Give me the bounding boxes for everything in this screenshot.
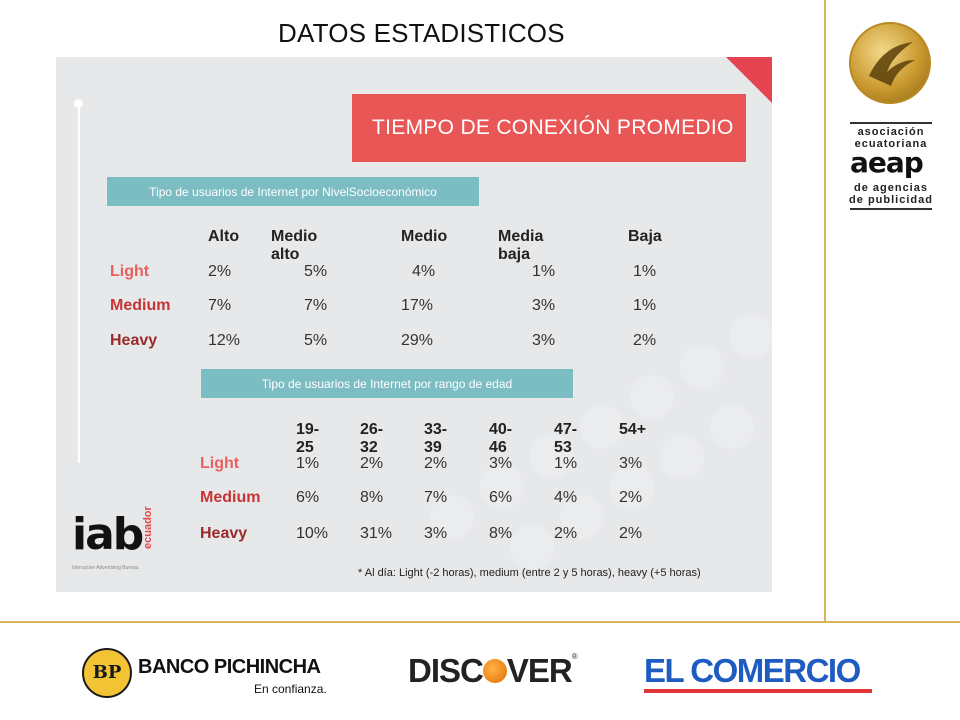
discover-text-start: DISC bbox=[408, 652, 484, 689]
cell: 29% bbox=[401, 332, 434, 349]
col-header: 40-46 bbox=[489, 421, 513, 456]
col-header: 54+ bbox=[619, 421, 647, 438]
cell: 7% bbox=[208, 297, 232, 314]
cell: 5% bbox=[304, 263, 328, 280]
aeap-mark: aeap bbox=[850, 146, 924, 179]
slide-title: DATOS ESTADISTICOS bbox=[278, 18, 565, 48]
gold-horizontal-divider bbox=[0, 621, 960, 623]
cell: 3% bbox=[532, 332, 556, 349]
col-header: Medio bbox=[401, 228, 448, 245]
cell: 10% bbox=[296, 525, 329, 542]
col-header: Medio alto bbox=[271, 228, 318, 263]
col-header: 47-53 bbox=[554, 421, 578, 456]
cell: 4% bbox=[412, 263, 436, 280]
col-header: Alto bbox=[208, 228, 240, 245]
discover-text-end: VER bbox=[506, 652, 573, 689]
cell: 2% bbox=[208, 263, 232, 280]
discover-logo: DISC VER® bbox=[408, 652, 578, 690]
row-label-heavy: Heavy bbox=[110, 332, 158, 349]
iab-tagline: Interactive Advertising Bureau bbox=[72, 565, 139, 571]
row-label-medium: Medium bbox=[200, 489, 261, 506]
row-label-medium: Medium bbox=[110, 297, 171, 314]
cell: 3% bbox=[489, 455, 513, 472]
cell: 3% bbox=[619, 455, 643, 472]
cell: 7% bbox=[304, 297, 328, 314]
cell: 1% bbox=[296, 455, 320, 472]
cell: 3% bbox=[532, 297, 556, 314]
col-header: 19-25 bbox=[296, 421, 320, 456]
row-label-heavy: Heavy bbox=[200, 525, 248, 542]
infographic-image: TIEMPO DE CONEXIÓN PROMEDIO Tipo de usua… bbox=[56, 57, 772, 592]
discover-trademark: ® bbox=[571, 652, 578, 661]
iab-suffix: ecuador bbox=[142, 506, 154, 549]
cell: 8% bbox=[489, 525, 513, 542]
aeap-rule bbox=[850, 208, 932, 210]
el-comercio-underline bbox=[644, 689, 872, 693]
section1-banner: Tipo de usuarios de Internet por NivelSo… bbox=[107, 177, 479, 206]
cell: 4% bbox=[554, 489, 578, 506]
timeline-dot bbox=[74, 99, 83, 108]
col-header: Media baja bbox=[498, 228, 544, 263]
col-header: 33-39 bbox=[424, 421, 448, 456]
aeap-logo: asociación ecuatoriana aeap de agencias … bbox=[846, 22, 936, 210]
aeap-line1: asociación bbox=[857, 126, 925, 138]
aeap-line3: de agencias bbox=[854, 182, 928, 194]
cell: 2% bbox=[619, 525, 643, 542]
cell: 1% bbox=[554, 455, 578, 472]
row-label-light: Light bbox=[200, 455, 240, 472]
cell: 17% bbox=[401, 297, 434, 314]
section2-banner: Tipo de usuarios de Internet por rango d… bbox=[201, 369, 573, 398]
cell: 2% bbox=[360, 455, 384, 472]
discover-orange-circle-icon bbox=[482, 659, 507, 684]
banco-pichincha-name: BANCO PICHINCHA bbox=[138, 656, 321, 678]
watermark-pattern bbox=[430, 315, 772, 569]
el-comercio-logo: EL COMERCIO bbox=[644, 654, 872, 693]
cell: 1% bbox=[633, 263, 657, 280]
banco-pichincha-slogan: En confianza. bbox=[254, 682, 327, 696]
cell: 7% bbox=[424, 489, 448, 506]
timeline-line bbox=[78, 103, 80, 463]
gold-vertical-divider bbox=[824, 0, 826, 622]
cell: 31% bbox=[360, 525, 393, 542]
cell: 2% bbox=[633, 332, 657, 349]
col-header: Baja bbox=[628, 228, 662, 245]
cell: 8% bbox=[360, 489, 384, 506]
cell: 12% bbox=[208, 332, 241, 349]
cell: 5% bbox=[304, 332, 328, 349]
main-banner: TIEMPO DE CONEXIÓN PROMEDIO bbox=[352, 94, 746, 162]
footnote: * Al día: Light (-2 horas), medium (entr… bbox=[358, 567, 701, 579]
cell: 2% bbox=[424, 455, 448, 472]
aeap-line4: de publicidad bbox=[849, 194, 933, 206]
cell: 3% bbox=[424, 525, 448, 542]
cell: 1% bbox=[633, 297, 657, 314]
row-label-light: Light bbox=[110, 263, 150, 280]
col-header: 26-32 bbox=[360, 421, 384, 456]
iab-logo: iab ecuador Interactive Advertising Bure… bbox=[72, 487, 162, 571]
cell: 6% bbox=[296, 489, 320, 506]
aeap-rule bbox=[850, 122, 932, 124]
cell: 1% bbox=[532, 263, 556, 280]
cell: 6% bbox=[489, 489, 513, 506]
iab-wordmark: iab bbox=[72, 509, 144, 560]
cell: 2% bbox=[619, 489, 643, 506]
el-comercio-name: EL COMERCIO bbox=[644, 652, 861, 689]
aeap-seal-icon bbox=[849, 22, 931, 104]
banco-pichincha-logo: BP BANCO PICHINCHA En confianza. bbox=[82, 648, 332, 700]
cell: 2% bbox=[554, 525, 578, 542]
aeap-line2: ecuatoriana bbox=[854, 138, 928, 150]
banco-pichincha-emblem-icon: BP bbox=[82, 648, 132, 698]
